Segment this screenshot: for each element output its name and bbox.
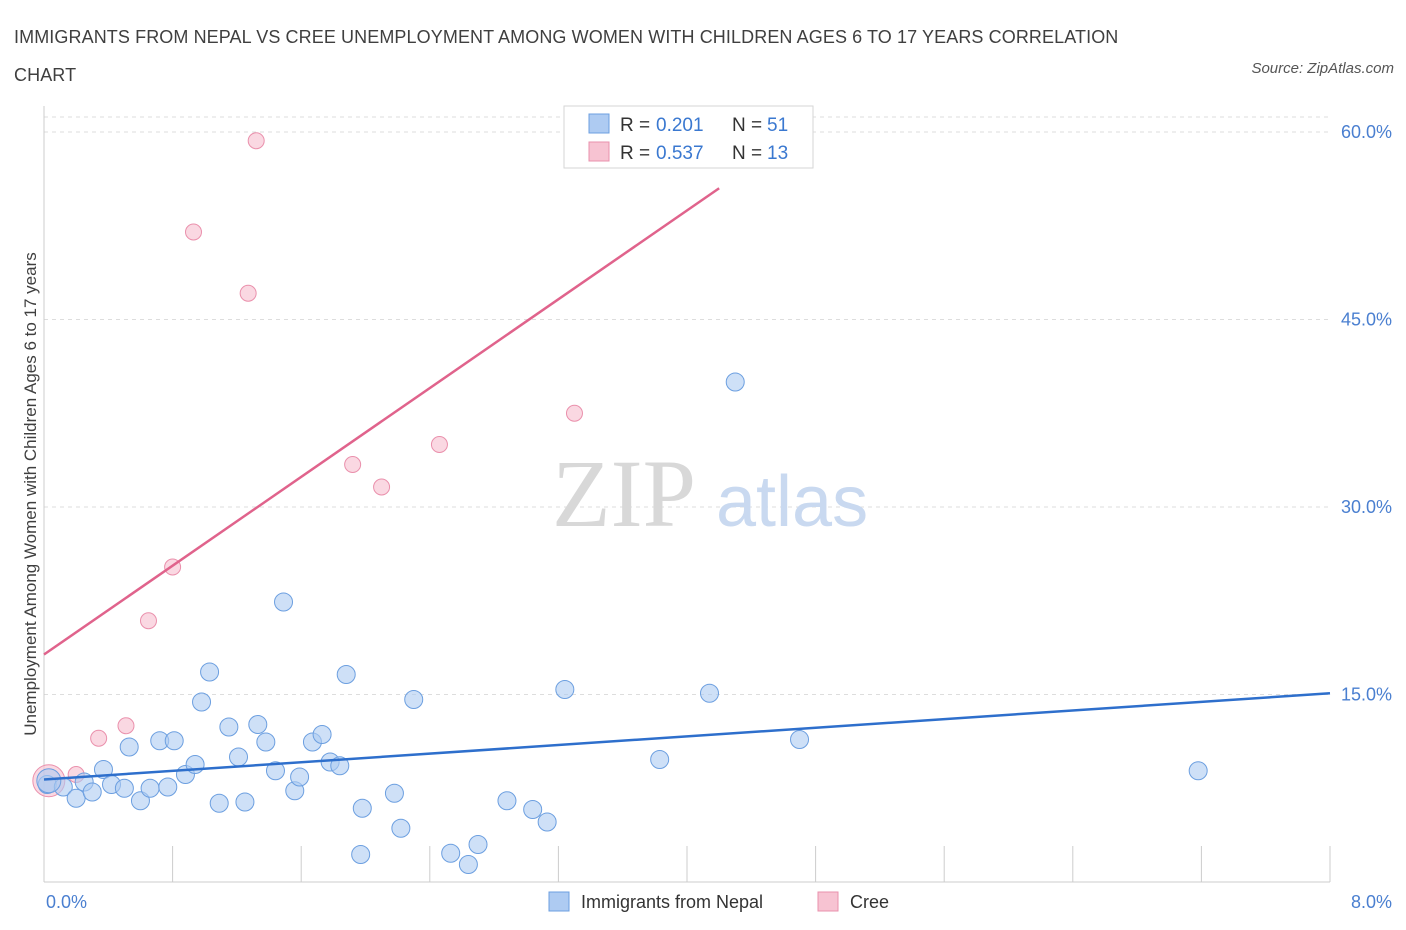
cree-point bbox=[430, 436, 448, 453]
nepal-point bbox=[209, 793, 229, 813]
bottom-legend-label-nepal: Immigrants from Nepal bbox=[581, 892, 763, 912]
nepal-point bbox=[523, 800, 543, 819]
nepal-point bbox=[192, 692, 212, 712]
nepal-point bbox=[391, 818, 411, 838]
legend-swatch-nepal bbox=[588, 113, 610, 134]
trend-lines bbox=[43, 187, 1331, 781]
cree-point bbox=[344, 456, 362, 473]
legend-n-value-nepal: 51 bbox=[767, 115, 788, 136]
nepal-point bbox=[66, 788, 86, 808]
nepal-point bbox=[130, 791, 150, 811]
cree-point bbox=[117, 717, 135, 735]
x-tick-label-min: 0.0% bbox=[46, 892, 87, 912]
nepal-point bbox=[274, 592, 294, 612]
grid-layer bbox=[44, 116, 1330, 695]
watermark-zip: ZIP bbox=[552, 440, 696, 547]
legend-n-label-cree: N = bbox=[732, 143, 762, 164]
y-tick-label: 60.0% bbox=[1341, 122, 1392, 142]
nepal-point bbox=[82, 782, 102, 802]
nepal-point bbox=[158, 777, 178, 797]
nepal-point bbox=[650, 750, 670, 769]
cree-point bbox=[239, 284, 257, 302]
nepal-point bbox=[537, 812, 557, 832]
chart-source: Source: ZipAtlas.com bbox=[1251, 60, 1394, 77]
cree-series bbox=[32, 132, 583, 798]
nepal-point bbox=[351, 845, 371, 864]
nepal-point bbox=[700, 683, 720, 703]
legend-r-label-cree: R = bbox=[620, 143, 650, 164]
legend-r-label-nepal: R = bbox=[620, 115, 650, 136]
nepal-point bbox=[200, 662, 220, 682]
nepal-point bbox=[352, 798, 372, 818]
nepal-point bbox=[468, 835, 488, 854]
nepal-point bbox=[330, 756, 350, 776]
legend-r-value-cree: 0.537 bbox=[656, 143, 704, 164]
y-tick-labels: 15.0% 30.0% 45.0% 60.0% bbox=[1341, 122, 1392, 705]
nepal-point bbox=[235, 792, 255, 812]
y-tick-label: 30.0% bbox=[1341, 497, 1392, 517]
nepal-point bbox=[114, 778, 134, 798]
legend-swatch-cree bbox=[588, 141, 610, 162]
y-tick-label: 45.0% bbox=[1341, 310, 1392, 330]
nepal-point bbox=[265, 761, 285, 781]
nepal-point bbox=[219, 717, 239, 737]
y-tick-label: 15.0% bbox=[1341, 685, 1392, 705]
cree-trend-line bbox=[43, 187, 720, 656]
x-tick-marks bbox=[43, 846, 1331, 882]
bottom-legend-label-cree: Cree bbox=[850, 892, 889, 912]
legend-n-label-nepal: N = bbox=[732, 115, 762, 136]
nepal-point bbox=[36, 768, 62, 794]
y-axis-label: Unemployment Among Women with Children A… bbox=[21, 252, 40, 736]
nepal-point bbox=[140, 778, 160, 798]
cree-point bbox=[373, 478, 391, 496]
nepal-point bbox=[404, 690, 424, 709]
nepal-point bbox=[458, 855, 478, 874]
nepal-point bbox=[229, 747, 249, 767]
bottom-legend-swatch-cree bbox=[817, 891, 839, 912]
watermark-atlas: atlas bbox=[716, 462, 868, 542]
x-tick-labels: 0.0% 8.0% bbox=[46, 892, 1392, 912]
nepal-point bbox=[725, 372, 745, 392]
nepal-point bbox=[790, 730, 810, 749]
cree-point bbox=[90, 729, 108, 747]
bottom-legend-swatch-nepal bbox=[548, 891, 570, 912]
nepal-trend-line bbox=[43, 692, 1331, 781]
nepal-point bbox=[290, 767, 310, 787]
nepal-point bbox=[555, 680, 575, 699]
zipatlas-watermark: ZIP atlas bbox=[552, 440, 868, 547]
nepal-point bbox=[384, 783, 404, 803]
cree-point bbox=[184, 223, 202, 241]
chart-title: IMMIGRANTS FROM NEPAL VS CREE UNEMPLOYME… bbox=[14, 27, 1119, 85]
nepal-point bbox=[336, 665, 356, 684]
cree-point bbox=[565, 404, 583, 422]
nepal-point bbox=[164, 731, 184, 751]
nepal-point bbox=[312, 725, 332, 744]
nepal-point bbox=[1188, 761, 1208, 781]
nepal-point bbox=[497, 791, 517, 811]
legend-r-value-nepal: 0.201 bbox=[656, 115, 704, 136]
nepal-point bbox=[256, 732, 276, 752]
correlation-legend: R = 0.201 N = 51 R = 0.537 N = 13 bbox=[563, 105, 814, 169]
cree-point bbox=[139, 612, 157, 630]
series-legend: Immigrants from Nepal Cree bbox=[548, 891, 889, 912]
legend-n-value-cree: 13 bbox=[767, 143, 788, 164]
cree-point bbox=[247, 132, 265, 150]
nepal-point bbox=[441, 843, 461, 863]
nepal-point bbox=[119, 737, 139, 757]
nepal-point bbox=[248, 715, 268, 734]
x-tick-label-max: 8.0% bbox=[1351, 892, 1392, 912]
